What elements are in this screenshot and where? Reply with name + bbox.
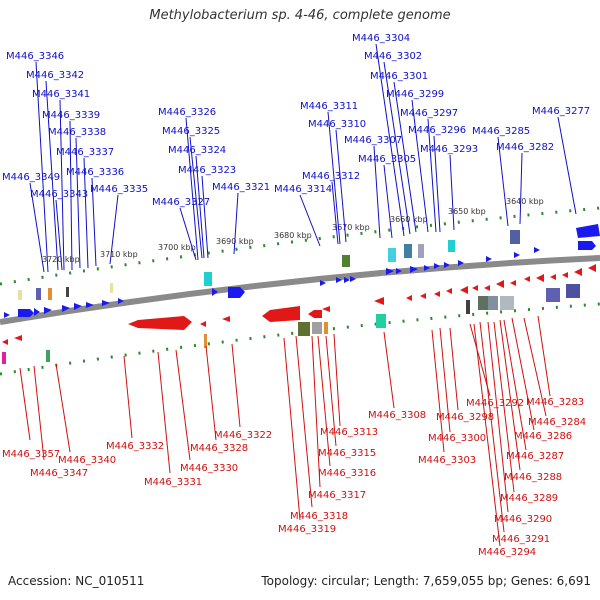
gene-label[interactable]: M446_3289 bbox=[500, 493, 558, 504]
topology-text: Topology: circular; Length: 7,659,055 bp… bbox=[261, 574, 591, 588]
gene-label[interactable]: M446_3332 bbox=[106, 441, 164, 452]
gene-label[interactable]: M446_3312 bbox=[302, 171, 360, 182]
gene-label[interactable]: M446_3311 bbox=[300, 101, 358, 112]
tick-label: 3640 kbp bbox=[506, 197, 544, 206]
gene-label[interactable]: M446_3318 bbox=[290, 511, 348, 522]
gene-label[interactable]: M446_3293 bbox=[420, 144, 478, 155]
gene-label[interactable]: M446_3325 bbox=[162, 126, 220, 137]
gene-label[interactable]: M446_3303 bbox=[418, 455, 476, 466]
gene-label[interactable]: M446_3321 bbox=[212, 182, 270, 193]
gene-label[interactable]: M446_3330 bbox=[180, 463, 238, 474]
gene-label[interactable]: M446_3301 bbox=[370, 71, 428, 82]
gene-label[interactable]: M446_3299 bbox=[386, 89, 444, 100]
gene-label[interactable]: M446_3338 bbox=[48, 127, 106, 138]
gene-label[interactable]: M446_3277 bbox=[532, 106, 590, 117]
gene-label[interactable]: M446_3290 bbox=[494, 514, 552, 525]
gene-label[interactable]: M446_3339 bbox=[42, 110, 100, 121]
forward-genes bbox=[4, 224, 600, 318]
gene-label[interactable]: M446_3296 bbox=[408, 125, 466, 136]
tick-label: 3670 kbp bbox=[332, 223, 370, 232]
gene-label[interactable]: M446_3308 bbox=[368, 410, 426, 421]
genome-backbone bbox=[0, 255, 600, 325]
accession-text: Accession: NC_010511 bbox=[8, 574, 145, 588]
tick-label: 3710 kbp bbox=[100, 250, 138, 259]
gene-label[interactable]: M446_3284 bbox=[528, 417, 586, 428]
gene-label[interactable]: M446_3319 bbox=[278, 524, 336, 535]
gene-label[interactable]: M446_3291 bbox=[492, 534, 550, 545]
gene-label[interactable]: M446_3324 bbox=[168, 145, 226, 156]
gene-label[interactable]: M446_3336 bbox=[66, 167, 124, 178]
gene-label[interactable]: M446_3342 bbox=[26, 70, 84, 81]
gene-label[interactable]: M446_3335 bbox=[90, 184, 148, 195]
gene-label[interactable]: M446_3282 bbox=[496, 142, 554, 153]
forward-leaders bbox=[29, 43, 577, 273]
gene-label[interactable]: M446_3337 bbox=[56, 147, 114, 158]
gene-label[interactable]: M446_3298 bbox=[436, 412, 494, 423]
forward-tick-track bbox=[0, 206, 600, 286]
reverse-genes bbox=[2, 264, 596, 345]
gene-label[interactable]: M446_3307 bbox=[344, 135, 402, 146]
gene-label[interactable]: M446_3314 bbox=[274, 184, 332, 195]
reverse-leaders bbox=[19, 315, 551, 547]
gene-label[interactable]: M446_3315 bbox=[318, 448, 376, 459]
gene-label[interactable]: M446_3346 bbox=[6, 51, 64, 62]
gene-label[interactable]: M446_3283 bbox=[526, 397, 584, 408]
tick-label: 3660 kbp bbox=[390, 215, 428, 224]
gene-label[interactable]: M446_3286 bbox=[514, 431, 572, 442]
gene-label[interactable]: M446_3313 bbox=[320, 427, 378, 438]
gene-label[interactable]: M446_3288 bbox=[504, 472, 562, 483]
map-title: Methylobacterium sp. 4-46, complete geno… bbox=[149, 8, 451, 23]
gene-label[interactable]: M446_3287 bbox=[506, 451, 564, 462]
gene-label[interactable]: M446_3292 bbox=[466, 398, 524, 409]
gene-label[interactable]: M446_3349 bbox=[2, 172, 60, 183]
gene-label[interactable]: M446_3328 bbox=[190, 443, 248, 454]
gene-label[interactable]: M446_3302 bbox=[364, 51, 422, 62]
gene-label[interactable]: M446_3347 bbox=[30, 468, 88, 479]
reverse-labels: M446_3357 M446_3347 M446_3340 M446_3332 … bbox=[2, 397, 586, 558]
gene-label[interactable]: M446_3310 bbox=[308, 119, 366, 130]
tick-label: 3650 kbp bbox=[448, 207, 486, 216]
gene-label[interactable]: M446_3285 bbox=[472, 126, 530, 137]
tick-label: 3680 kbp bbox=[274, 231, 312, 240]
gene-label[interactable]: M446_3300 bbox=[428, 433, 486, 444]
gene-label[interactable]: M446_3323 bbox=[178, 165, 236, 176]
gene-label[interactable]: M446_3317 bbox=[308, 490, 366, 501]
reverse-tick-track bbox=[0, 302, 600, 376]
gene-label[interactable]: M446_3305 bbox=[358, 154, 416, 165]
gene-label[interactable]: M446_3331 bbox=[144, 477, 202, 488]
feature-boxes bbox=[2, 230, 580, 364]
gene-label[interactable]: M446_3297 bbox=[400, 108, 458, 119]
gene-label[interactable]: M446_3304 bbox=[352, 33, 410, 44]
gene-label[interactable]: M446_3322 bbox=[214, 430, 272, 441]
gene-label[interactable]: M446_3340 bbox=[58, 455, 116, 466]
gene-label[interactable]: M446_3341 bbox=[32, 89, 90, 100]
gene-label[interactable]: M446_3294 bbox=[478, 547, 536, 558]
tick-label: 3700 kbp bbox=[158, 243, 196, 252]
forward-labels: M446_3346 M446_3342 M446_3341 M446_3339 … bbox=[2, 33, 590, 208]
gene-label[interactable]: M446_3316 bbox=[318, 468, 376, 479]
gene-label[interactable]: M446_3343 bbox=[30, 189, 88, 200]
gene-label[interactable]: M446_3327 bbox=[152, 197, 210, 208]
gene-label[interactable]: M446_3326 bbox=[158, 107, 216, 118]
tick-labels: 3720 kbp 3710 kbp 3700 kbp 3690 kbp 3680… bbox=[42, 197, 544, 264]
gene-label[interactable]: M446_3357 bbox=[2, 449, 60, 460]
